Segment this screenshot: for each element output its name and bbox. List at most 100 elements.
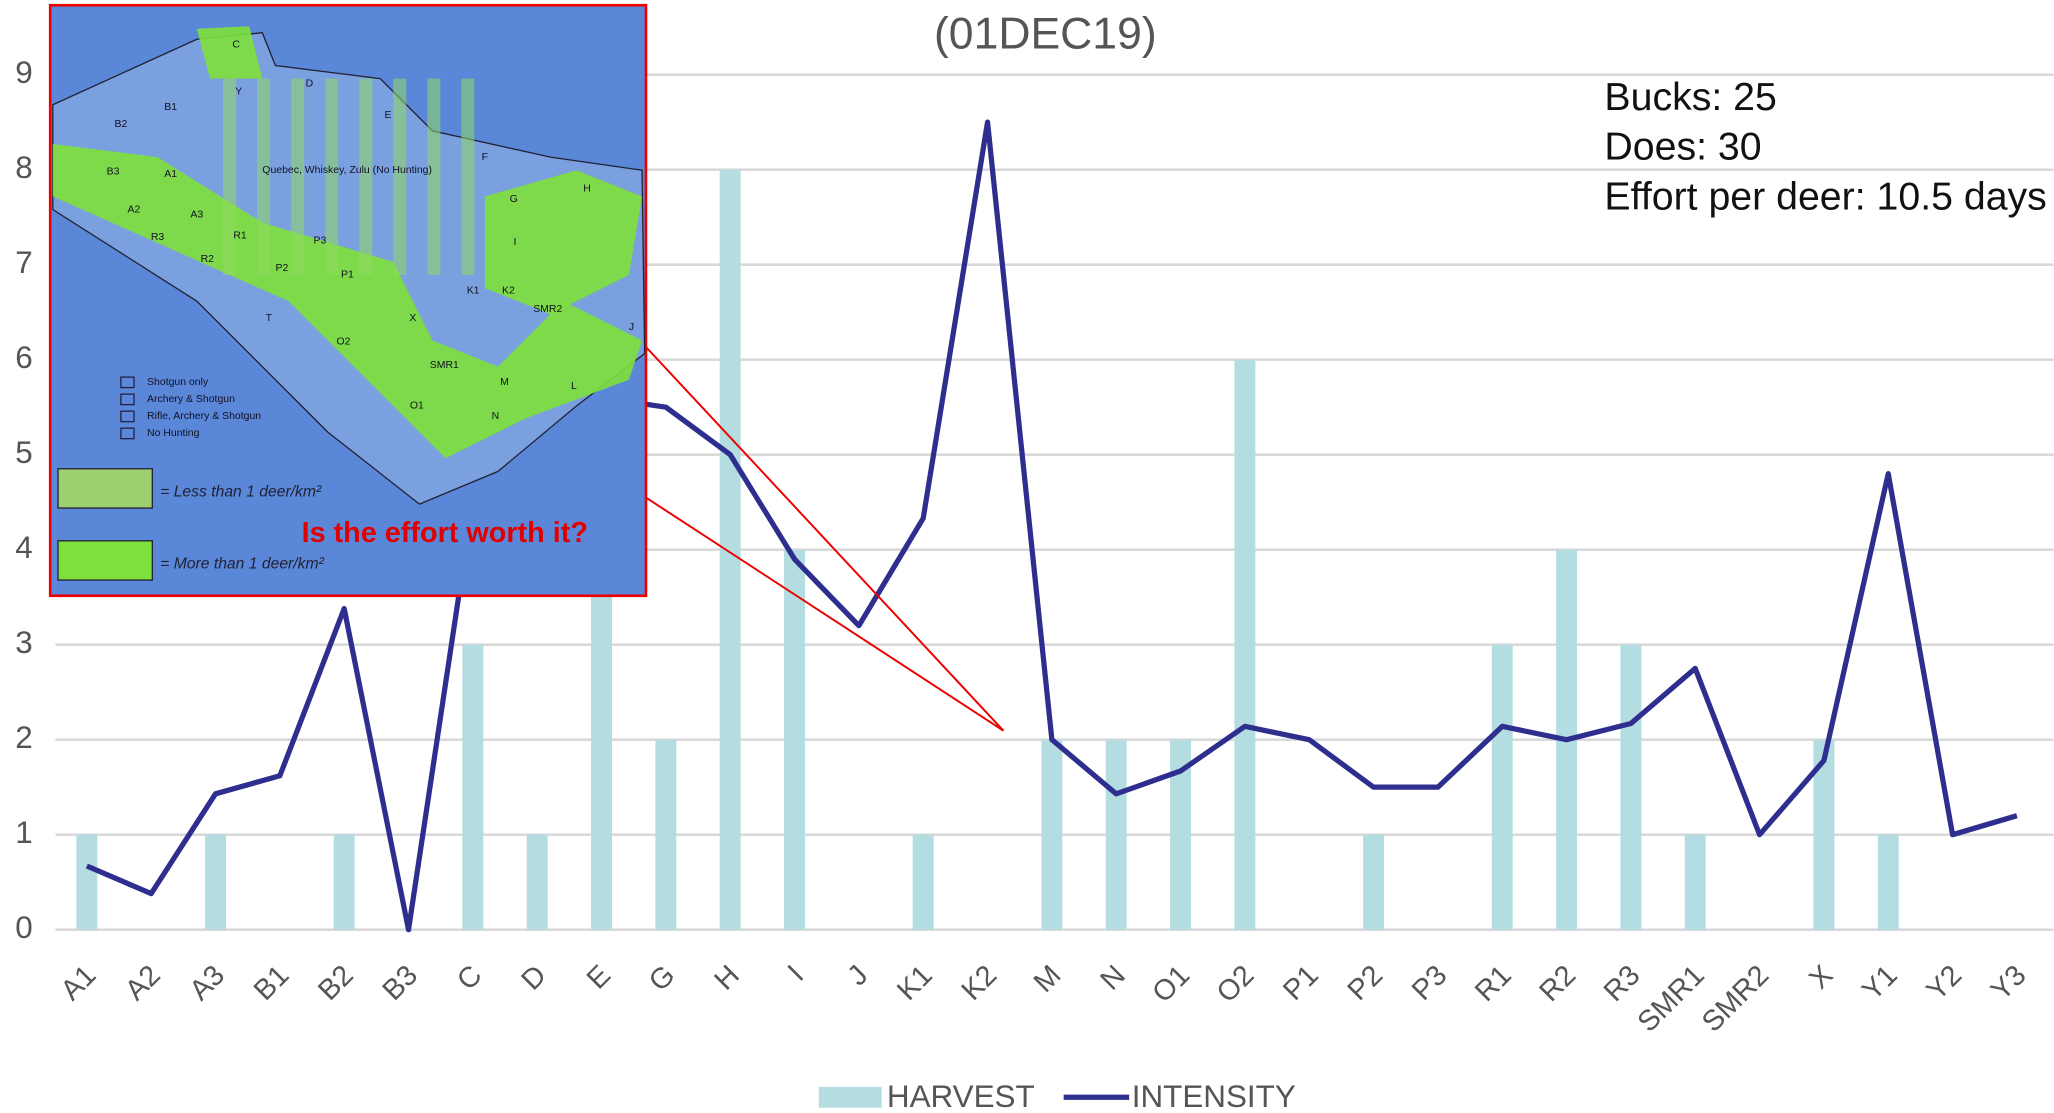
map-label: K2 — [502, 285, 515, 296]
x-tick-label: C — [451, 959, 488, 996]
x-tick-label: I — [782, 959, 810, 987]
sparse-stripe — [291, 79, 304, 275]
legend-label: HARVEST — [887, 1079, 1035, 1113]
map-label: N — [492, 411, 500, 422]
x-tick-label: R2 — [1533, 959, 1582, 1008]
x-tick-label: Y2 — [1921, 959, 1969, 1007]
x-tick-label: E — [581, 959, 617, 995]
map-legend-label: Rifle, Archery & Shotgun — [147, 411, 261, 422]
density-label: = Less than 1 deer/km² — [160, 483, 322, 500]
bar — [655, 740, 676, 930]
sparse-stripe — [427, 79, 440, 275]
bar — [591, 550, 612, 930]
x-tick-label: B1 — [248, 959, 296, 1007]
map-label: A2 — [128, 204, 141, 215]
bar — [1620, 645, 1641, 930]
map-label: F — [482, 152, 488, 163]
bar — [1041, 740, 1062, 930]
bar — [1685, 835, 1706, 930]
map-label: L — [571, 381, 577, 392]
bar — [527, 835, 548, 930]
bar — [462, 645, 483, 930]
x-tick-label: P3 — [1406, 959, 1454, 1007]
map-label: A3 — [190, 210, 203, 221]
annotation: Does: 30 — [1604, 125, 1761, 169]
x-tick-label: SMR2 — [1696, 959, 1775, 1038]
map-label: H — [583, 183, 591, 194]
map-legend-label: No Hunting — [147, 428, 200, 439]
y-tick-label: 0 — [15, 910, 32, 945]
bar — [720, 170, 741, 930]
y-tick-label: 9 — [15, 55, 32, 90]
x-tick-label: N — [1094, 959, 1131, 996]
pointer-line — [646, 498, 1003, 731]
x-tick-label: K1 — [891, 959, 939, 1007]
annotation: Effort per deer: 10.5 days — [1604, 174, 2046, 218]
y-tick-label: 6 — [15, 340, 32, 375]
map-label: J — [629, 322, 634, 333]
x-tick-label: O2 — [1211, 959, 1261, 1009]
map-label: SMR2 — [533, 304, 562, 315]
legend-label: INTENSITY — [1132, 1079, 1296, 1113]
x-tick-label: A3 — [184, 959, 232, 1007]
chart: (01DEC19) 0123456789A1A2A3B1B2B3CDEGHIJK… — [0, 0, 2054, 1113]
sparse-stripe — [359, 79, 372, 275]
map-label: SMR1 — [430, 360, 459, 371]
map-label: R2 — [201, 254, 215, 265]
map-label: P3 — [314, 236, 327, 247]
map-label: O1 — [410, 401, 424, 412]
bar — [1878, 835, 1899, 930]
x-tick-label: D — [515, 959, 552, 996]
map-legend-label: Archery & Shotgun — [147, 394, 235, 405]
density-swatch — [58, 469, 152, 508]
y-tick-label: 8 — [15, 150, 32, 185]
map-note: Quebec, Whiskey, Zulu (No Hunting) — [262, 165, 432, 176]
bar — [1363, 835, 1384, 930]
map-label: K1 — [467, 285, 480, 296]
map-label: C — [232, 39, 240, 50]
x-tick-label: O1 — [1146, 959, 1196, 1009]
x-tick-label: SMR1 — [1632, 959, 1711, 1038]
bar — [1234, 360, 1255, 930]
sparse-stripe — [257, 79, 270, 275]
x-tick-label: K2 — [956, 959, 1004, 1007]
x-tick-label: A1 — [55, 959, 103, 1007]
x-tick-label: X — [1803, 959, 1839, 995]
x-tick-label: R1 — [1469, 959, 1518, 1008]
x-tick-label: P1 — [1277, 959, 1325, 1007]
x-tick-label: A2 — [119, 959, 167, 1007]
map-label: G — [510, 194, 518, 205]
map-label: M — [500, 377, 509, 388]
x-tick-label: J — [842, 959, 875, 992]
sparse-stripe — [461, 79, 474, 275]
map-label: B1 — [164, 102, 177, 113]
bar — [76, 835, 97, 930]
chart-title: (01DEC19) — [934, 9, 1157, 58]
sparse-stripe — [325, 79, 338, 275]
y-tick-label: 7 — [15, 245, 32, 280]
map-label: E — [385, 110, 392, 121]
map-label: P2 — [276, 263, 289, 274]
y-tick-label: 1 — [15, 815, 32, 850]
map-label: O2 — [337, 337, 351, 348]
map-label: B3 — [107, 166, 120, 177]
y-tick-label: 4 — [15, 530, 32, 565]
sparse-stripe — [393, 79, 406, 275]
bar — [784, 550, 805, 930]
map-label: T — [266, 313, 273, 324]
map-label: A1 — [164, 169, 177, 180]
map-label: I — [514, 237, 517, 248]
x-tick-label: M — [1028, 959, 1068, 999]
x-tick-label: B3 — [377, 959, 425, 1007]
map-label: X — [409, 313, 416, 324]
x-tick-label: R3 — [1598, 959, 1647, 1008]
pointer-line — [646, 347, 1003, 731]
bar — [334, 835, 355, 930]
y-tick-label: 3 — [15, 625, 32, 660]
map-label: Y — [235, 86, 242, 97]
bar — [1106, 740, 1127, 930]
x-tick-label: G — [643, 959, 681, 997]
density-label: = More than 1 deer/km² — [160, 556, 324, 573]
map-label: R3 — [151, 232, 165, 243]
